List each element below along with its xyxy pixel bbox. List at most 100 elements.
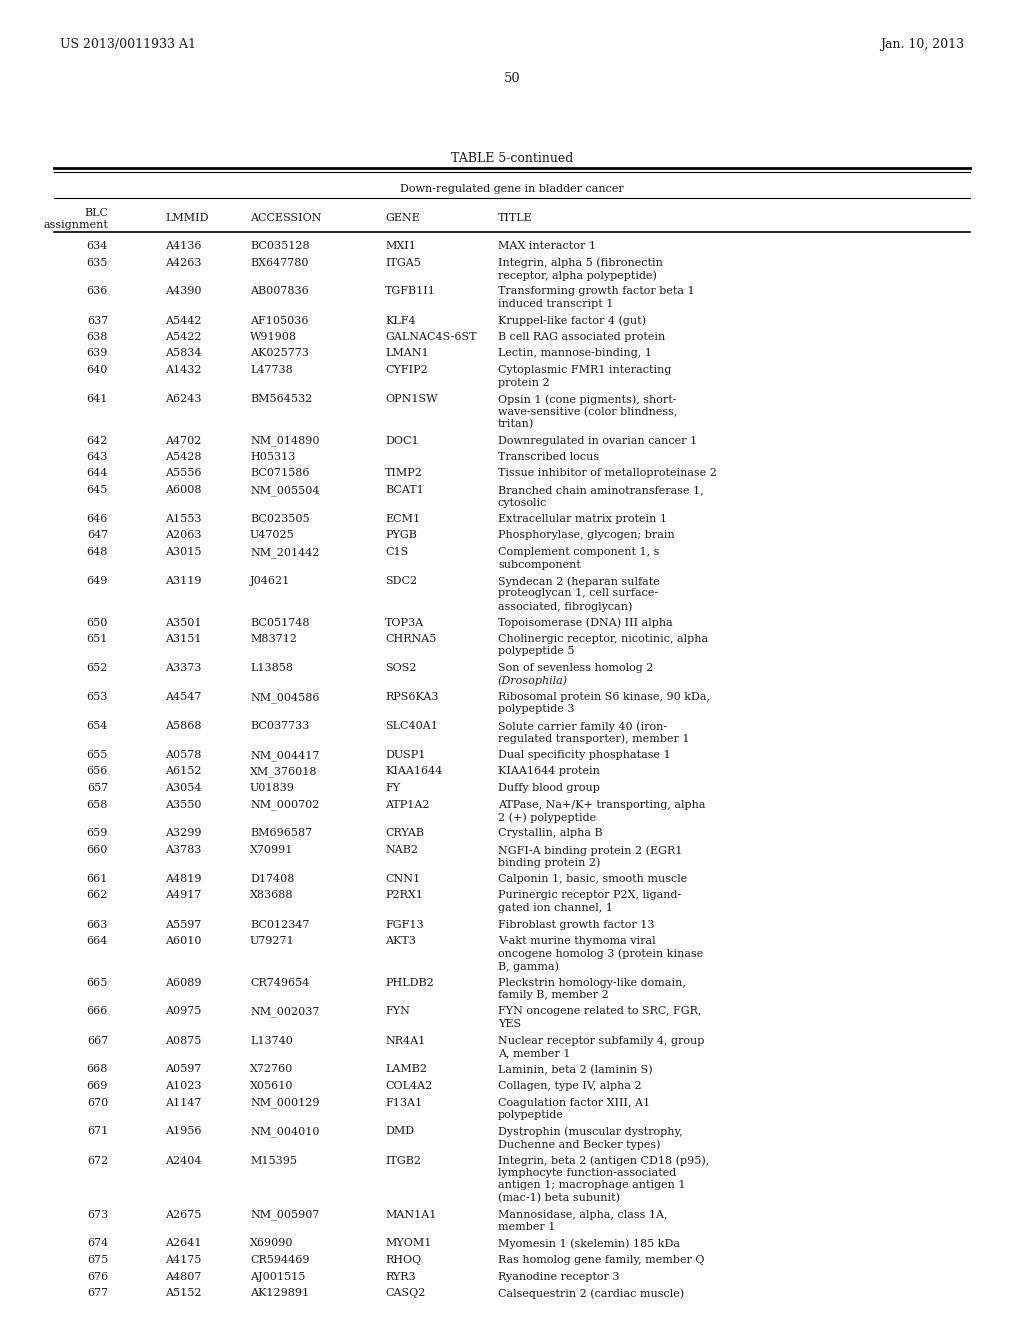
Text: BM696587: BM696587	[250, 829, 312, 838]
Text: W91908: W91908	[250, 333, 297, 342]
Text: Cytoplasmic FMR1 interacting: Cytoplasmic FMR1 interacting	[498, 366, 672, 375]
Text: TGFB1I1: TGFB1I1	[385, 286, 436, 297]
Text: COL4A2: COL4A2	[385, 1081, 432, 1092]
Text: 634: 634	[87, 242, 108, 251]
Text: associated, fibroglycan): associated, fibroglycan)	[498, 601, 633, 611]
Text: A3550: A3550	[165, 800, 202, 809]
Text: member 1: member 1	[498, 1222, 555, 1232]
Text: KIAA1644: KIAA1644	[385, 767, 442, 776]
Text: NGFI-A binding protein 2 (EGR1: NGFI-A binding protein 2 (EGR1	[498, 845, 682, 855]
Text: Phosphorylase, glycogen; brain: Phosphorylase, glycogen; brain	[498, 531, 675, 540]
Text: Opsin 1 (cone pigments), short-: Opsin 1 (cone pigments), short-	[498, 393, 677, 404]
Text: BM564532: BM564532	[250, 393, 312, 404]
Text: 652: 652	[87, 663, 108, 673]
Text: TIMP2: TIMP2	[385, 469, 423, 479]
Text: 669: 669	[87, 1081, 108, 1092]
Text: Syndecan 2 (heparan sulfate: Syndecan 2 (heparan sulfate	[498, 576, 659, 586]
Text: A1432: A1432	[165, 366, 202, 375]
Text: A5152: A5152	[165, 1288, 202, 1298]
Text: 674: 674	[87, 1238, 108, 1249]
Text: V-akt murine thymoma viral: V-akt murine thymoma viral	[498, 936, 655, 946]
Text: LAMB2: LAMB2	[385, 1064, 427, 1074]
Text: Integrin, beta 2 (antigen CD18 (p95),: Integrin, beta 2 (antigen CD18 (p95),	[498, 1155, 710, 1166]
Text: OPN1SW: OPN1SW	[385, 393, 437, 404]
Text: gated ion channel, 1: gated ion channel, 1	[498, 903, 613, 913]
Text: FGF13: FGF13	[385, 920, 424, 929]
Text: oncogene homolog 3 (protein kinase: oncogene homolog 3 (protein kinase	[498, 949, 703, 960]
Text: H05313: H05313	[250, 451, 295, 462]
Text: 661: 661	[87, 874, 108, 884]
Text: A5834: A5834	[165, 348, 202, 359]
Text: A5556: A5556	[165, 469, 202, 479]
Text: NM_005504: NM_005504	[250, 484, 319, 496]
Text: Coagulation factor XIII, A1: Coagulation factor XIII, A1	[498, 1097, 650, 1107]
Text: ATP1A2: ATP1A2	[385, 800, 429, 809]
Text: A6010: A6010	[165, 936, 202, 946]
Text: cytosolic: cytosolic	[498, 498, 548, 507]
Text: regulated transporter), member 1: regulated transporter), member 1	[498, 734, 689, 744]
Text: A4917: A4917	[165, 891, 202, 900]
Text: 672: 672	[87, 1155, 108, 1166]
Text: L13858: L13858	[250, 663, 293, 673]
Text: A4136: A4136	[165, 242, 202, 251]
Text: Laminin, beta 2 (laminin S): Laminin, beta 2 (laminin S)	[498, 1064, 652, 1074]
Text: 673: 673	[87, 1209, 108, 1220]
Text: A2404: A2404	[165, 1155, 202, 1166]
Text: RYR3: RYR3	[385, 1271, 416, 1282]
Text: CNN1: CNN1	[385, 874, 420, 884]
Text: Ras homolog gene family, member Q: Ras homolog gene family, member Q	[498, 1255, 705, 1265]
Text: 675: 675	[87, 1255, 108, 1265]
Text: SDC2: SDC2	[385, 576, 417, 586]
Text: AK025773: AK025773	[250, 348, 309, 359]
Text: PYGB: PYGB	[385, 531, 417, 540]
Text: Dystrophin (muscular dystrophy,: Dystrophin (muscular dystrophy,	[498, 1126, 683, 1137]
Text: 643: 643	[87, 451, 108, 462]
Text: A1956: A1956	[165, 1126, 202, 1137]
Text: KIAA1644 protein: KIAA1644 protein	[498, 767, 600, 776]
Text: proteoglycan 1, cell surface-: proteoglycan 1, cell surface-	[498, 589, 658, 598]
Text: 656: 656	[87, 767, 108, 776]
Text: A6243: A6243	[165, 393, 202, 404]
Text: 640: 640	[87, 366, 108, 375]
Text: 50: 50	[504, 73, 520, 84]
Text: polypeptide: polypeptide	[498, 1110, 564, 1119]
Text: 658: 658	[87, 800, 108, 809]
Text: ATPase, Na+/K+ transporting, alpha: ATPase, Na+/K+ transporting, alpha	[498, 800, 706, 809]
Text: A4807: A4807	[165, 1271, 202, 1282]
Text: M83712: M83712	[250, 634, 297, 644]
Text: GENE: GENE	[385, 213, 420, 223]
Text: 653: 653	[87, 692, 108, 702]
Text: 647: 647	[87, 531, 108, 540]
Text: TITLE: TITLE	[498, 213, 532, 223]
Text: AKT3: AKT3	[385, 936, 416, 946]
Text: TABLE 5-continued: TABLE 5-continued	[451, 152, 573, 165]
Text: BC051748: BC051748	[250, 618, 309, 627]
Text: Duffy blood group: Duffy blood group	[498, 783, 600, 793]
Text: tritan): tritan)	[498, 418, 535, 429]
Text: Duchenne and Becker types): Duchenne and Becker types)	[498, 1139, 660, 1150]
Text: A4702: A4702	[165, 436, 202, 446]
Text: 635: 635	[87, 257, 108, 268]
Text: U79271: U79271	[250, 936, 295, 946]
Text: XM_376018: XM_376018	[250, 767, 317, 777]
Text: 651: 651	[87, 634, 108, 644]
Text: NAB2: NAB2	[385, 845, 418, 855]
Text: Tissue inhibitor of metalloproteinase 2: Tissue inhibitor of metalloproteinase 2	[498, 469, 717, 479]
Text: A4390: A4390	[165, 286, 202, 297]
Text: AK129891: AK129891	[250, 1288, 309, 1298]
Text: C1S: C1S	[385, 546, 409, 557]
Text: A0875: A0875	[165, 1035, 202, 1045]
Text: lymphocyte function-associated: lymphocyte function-associated	[498, 1168, 676, 1177]
Text: A3119: A3119	[165, 576, 202, 586]
Text: L13740: L13740	[250, 1035, 293, 1045]
Text: 649: 649	[87, 576, 108, 586]
Text: (Drosophila): (Drosophila)	[498, 676, 568, 686]
Text: B cell RAG associated protein: B cell RAG associated protein	[498, 333, 666, 342]
Text: A3299: A3299	[165, 829, 202, 838]
Text: NM_002037: NM_002037	[250, 1006, 319, 1018]
Text: A4175: A4175	[165, 1255, 202, 1265]
Text: protein 2: protein 2	[498, 378, 550, 388]
Text: Calsequestrin 2 (cardiac muscle): Calsequestrin 2 (cardiac muscle)	[498, 1288, 684, 1299]
Text: 662: 662	[87, 891, 108, 900]
Text: 637: 637	[87, 315, 108, 326]
